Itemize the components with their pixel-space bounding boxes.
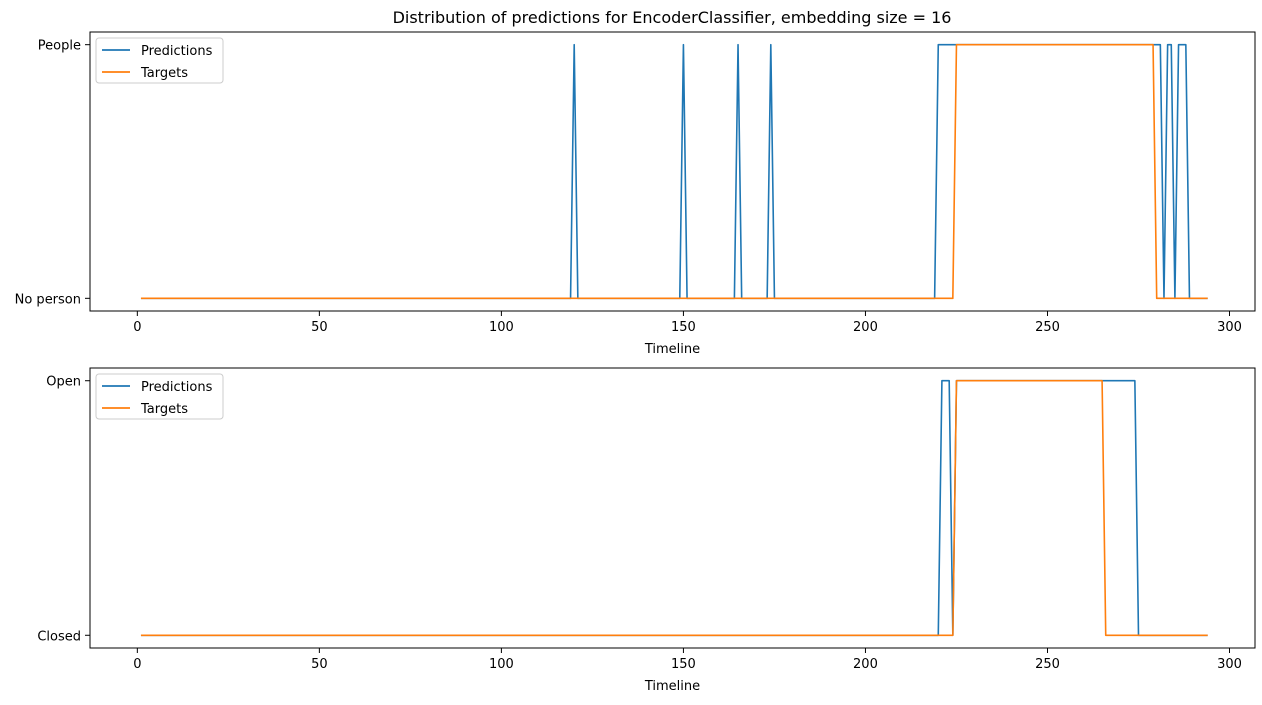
legend-label-targets: Targets bbox=[140, 402, 188, 417]
series-line-targets bbox=[140, 43, 1208, 300]
subplot-1: 0 50 100 150 200 250 300 No person People Timelin… bbox=[15, 31, 1256, 357]
series-line-targets bbox=[140, 379, 1208, 637]
legend: Predictions Targets bbox=[95, 37, 224, 84]
y-tick-label: No person bbox=[15, 292, 81, 307]
x-axis-label: Timeline bbox=[644, 679, 700, 694]
x-tick-label: 200 bbox=[853, 657, 878, 672]
y-tick-label: Closed bbox=[37, 629, 81, 644]
legend: Predictions Targets bbox=[95, 373, 224, 420]
subplot-2: 0 50 100 150 200 250 300 Closed Open Timeline Pred… bbox=[37, 367, 1256, 694]
legend-label-targets: Targets bbox=[140, 66, 188, 81]
x-tick-label: 250 bbox=[1035, 657, 1060, 672]
x-tick-label: 250 bbox=[1035, 320, 1060, 335]
series-line-predictions bbox=[140, 379, 1208, 637]
x-tick-label: 150 bbox=[671, 320, 696, 335]
x-tick-label: 300 bbox=[1217, 657, 1242, 672]
x-tick-label: 50 bbox=[311, 657, 328, 672]
plot-area bbox=[89, 367, 1256, 649]
legend-label-predictions: Predictions bbox=[141, 44, 213, 59]
chart-title: Distribution of predictions for EncoderC… bbox=[393, 8, 952, 27]
y-tick-label: People bbox=[38, 39, 81, 54]
legend-label-predictions: Predictions bbox=[141, 380, 213, 395]
x-tick-label: 300 bbox=[1217, 320, 1242, 335]
x-tick-label: 100 bbox=[489, 657, 514, 672]
x-axis-label: Timeline bbox=[644, 342, 700, 357]
x-tick-label: 100 bbox=[489, 320, 514, 335]
plot-area bbox=[89, 31, 1256, 312]
x-tick-label: 0 bbox=[133, 320, 141, 335]
y-tick-label: Open bbox=[46, 375, 81, 390]
x-tick-label: 0 bbox=[133, 657, 141, 672]
x-tick-label: 150 bbox=[671, 657, 696, 672]
x-tick-label: 50 bbox=[311, 320, 328, 335]
series-line-predictions bbox=[140, 43, 1208, 300]
x-tick-label: 200 bbox=[853, 320, 878, 335]
